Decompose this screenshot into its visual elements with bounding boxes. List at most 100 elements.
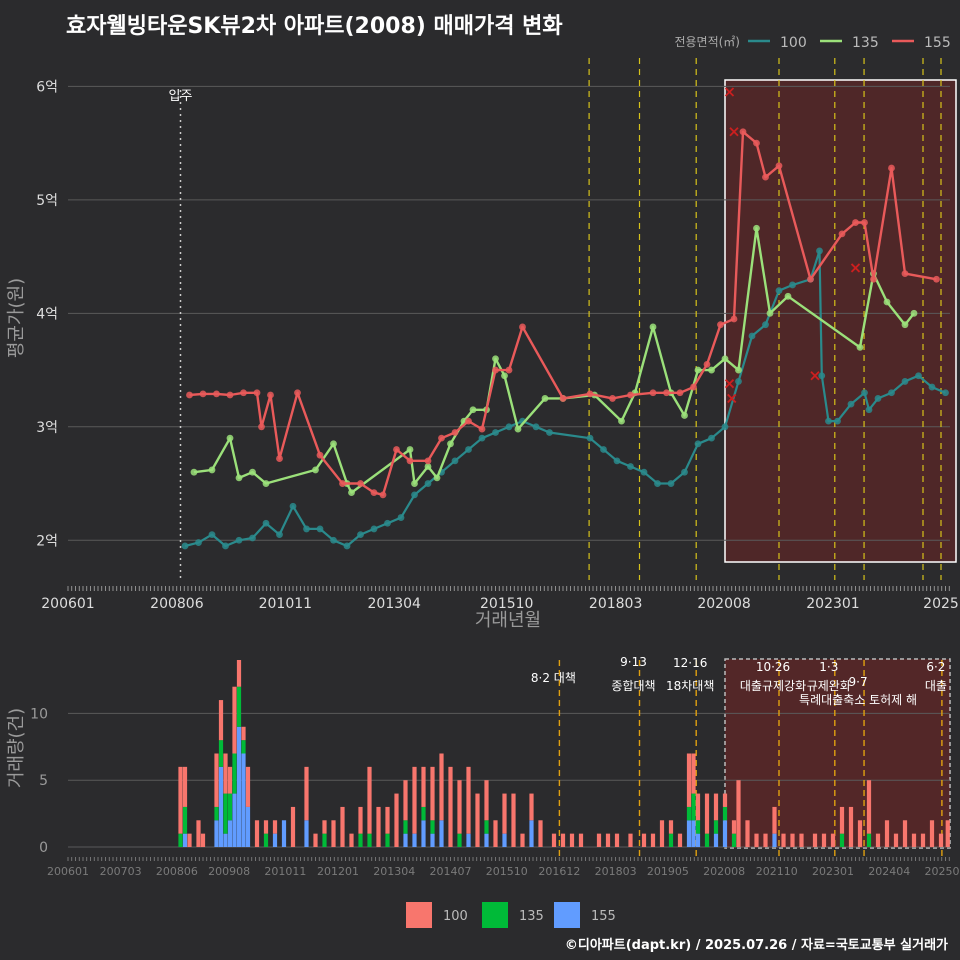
data-point-135: [541, 395, 549, 402]
bar-segment: [227, 820, 233, 847]
bar-segment: [695, 833, 701, 847]
bar-segment: [578, 833, 584, 847]
bar-segment: [421, 766, 426, 807]
data-point-100: [834, 417, 841, 425]
bar-segment: [457, 780, 462, 834]
bar-segment: [223, 833, 228, 847]
x-tick-label-bottom: 201011: [264, 865, 306, 878]
data-point-135: [433, 474, 441, 482]
x-tick-label: 201304: [368, 596, 422, 612]
data-point-135: [249, 468, 256, 476]
bar-segment: [403, 820, 408, 834]
data-point-155: [294, 389, 301, 397]
data-point-135: [649, 323, 657, 331]
data-point-100: [303, 525, 310, 533]
data-point-135: [312, 466, 319, 474]
bar-segment: [691, 793, 696, 821]
bar-segment: [929, 820, 935, 847]
data-point-100: [816, 247, 823, 255]
data-point-100: [222, 542, 229, 550]
bar-segment: [866, 833, 872, 847]
data-point-100: [640, 468, 648, 476]
data-point-100: [865, 406, 873, 414]
bar-segment: [322, 833, 327, 847]
series-line-155: [189, 130, 937, 497]
data-point-155: [753, 139, 760, 147]
bar-segment: [439, 820, 444, 847]
data-point-155: [762, 173, 769, 181]
credit-text: ©디아파트(dapt.kr) / 2025.07.26 / 자료=국토교통부 실…: [564, 938, 948, 953]
data-point-155: [703, 360, 711, 368]
x-tick-label: 200601: [41, 596, 94, 612]
bar-segment: [475, 793, 480, 847]
bar-segment: [641, 833, 647, 847]
data-point-155: [663, 389, 670, 397]
data-point-100: [357, 531, 364, 539]
data-point-155: [393, 446, 400, 453]
bar-segment: [241, 726, 246, 741]
bar-segment: [520, 833, 525, 847]
bar-segment: [349, 833, 354, 847]
data-point-135: [618, 417, 625, 425]
legend-swatch-bottom: [482, 902, 508, 928]
bar-segment: [227, 793, 233, 821]
y-axis-label-bottom: 거래량(건): [6, 708, 27, 788]
bar-segment: [214, 753, 219, 807]
cancel-mark: [724, 379, 735, 389]
legend-swatch-bottom: [406, 902, 432, 928]
bar-segment: [551, 833, 557, 847]
bar-segment: [236, 726, 242, 847]
bar-segment: [421, 806, 426, 821]
bar-segment: [430, 820, 435, 834]
data-point-155: [276, 455, 283, 462]
data-point-100: [195, 539, 202, 546]
y-axis-label: 평균가(원): [6, 278, 27, 358]
bar-segment: [529, 793, 534, 821]
data-point-155: [406, 457, 414, 465]
data-point-135: [469, 406, 477, 414]
event-name: 종합대책: [611, 678, 655, 693]
highlight-region-top: [724, 79, 957, 563]
cancel-mark: [727, 393, 737, 404]
data-point-100: [721, 423, 729, 431]
bar-segment: [722, 806, 728, 821]
x-tick-label-bottom: 202301: [812, 865, 854, 878]
data-point-100: [847, 400, 855, 408]
bar-segment: [218, 740, 224, 767]
data-point-135: [753, 224, 760, 232]
bar-segment: [457, 833, 462, 847]
bar-segment: [182, 766, 188, 807]
data-point-135: [721, 355, 729, 363]
data-point-155: [253, 389, 261, 397]
bar-segment: [686, 820, 692, 847]
data-point-135: [406, 446, 414, 453]
x-tick-label-bottom: 201510: [486, 865, 528, 878]
bar-segment: [502, 793, 507, 834]
bar-segment: [614, 833, 620, 847]
bar-segment: [421, 820, 426, 847]
bar-segment: [659, 820, 665, 847]
bar-segment: [232, 793, 237, 847]
data-point-100: [667, 480, 675, 487]
data-point-100: [942, 389, 949, 397]
move-in-label: 입주: [169, 89, 193, 104]
data-point-135: [492, 355, 499, 363]
data-point-155: [438, 434, 445, 442]
x-tick-label-bottom: 202404: [868, 865, 910, 878]
data-point-135: [694, 366, 702, 374]
y-tick-label: 6억: [36, 79, 58, 95]
y-tick-label: 5억: [36, 193, 58, 209]
bar-segment: [385, 806, 390, 834]
data-point-155: [357, 480, 364, 487]
bar-segment: [340, 806, 345, 847]
data-point-155: [199, 390, 207, 398]
data-point-155: [492, 366, 499, 374]
bar-segment: [484, 833, 489, 847]
bar-segment: [218, 766, 224, 847]
bar-segment: [290, 806, 296, 847]
data-point-100: [181, 542, 189, 550]
bar-segment: [178, 833, 183, 847]
bar-segment: [799, 833, 804, 847]
bar-segment: [839, 833, 845, 847]
